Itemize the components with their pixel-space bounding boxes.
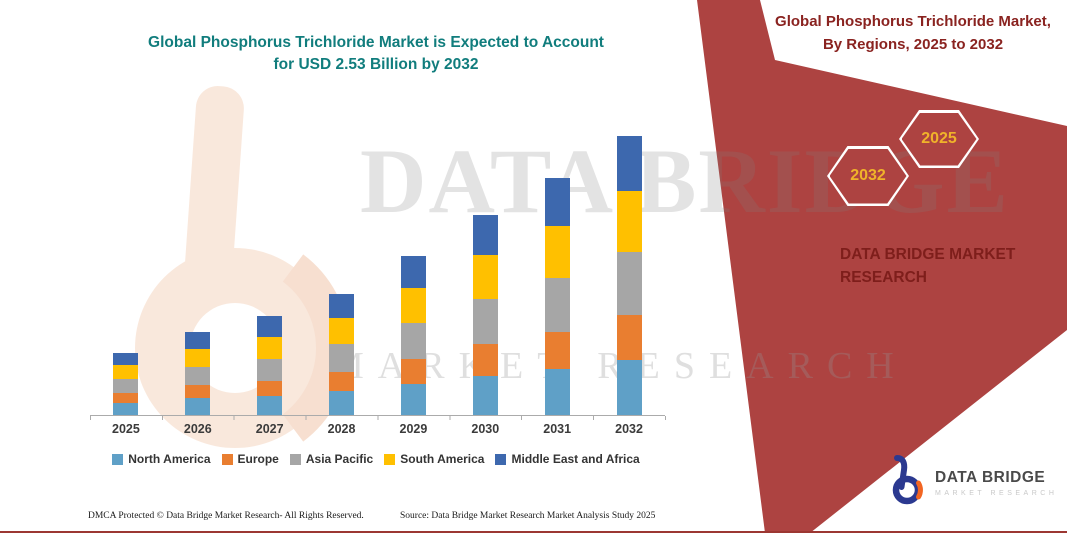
data-bridge-logo-text: DATA BRIDGE MARKET RESEARCH — [935, 469, 1057, 497]
bar-segment-2028 — [329, 318, 355, 344]
bar-segment-2026 — [185, 332, 211, 349]
x-axis-label-2030: 2030 — [471, 422, 500, 436]
bar-segment-2032 — [616, 360, 642, 415]
bar-segment-2026 — [185, 349, 211, 367]
x-axis-labels: 2025 2026 2027 2028 2029 2030 2031 2032 — [90, 422, 665, 436]
x-axis-label-2027: 2027 — [255, 422, 284, 436]
bar-segment-2027 — [257, 337, 283, 359]
legend-label: Middle East and Africa — [511, 452, 640, 466]
bar-segment-2032 — [616, 136, 642, 191]
source-note: Source: Data Bridge Market Research Mark… — [400, 511, 656, 521]
hexagon-badge-2032-label: 2032 — [829, 148, 907, 204]
bar-2027 — [257, 316, 283, 415]
legend-item: South America — [384, 452, 484, 466]
bar-segment-2030 — [472, 299, 498, 344]
x-axis-label-2028: 2028 — [327, 422, 356, 436]
x-axis-label-2025: 2025 — [112, 422, 140, 436]
bar-segment-2030 — [472, 255, 498, 299]
bar-segment-2031 — [544, 278, 570, 332]
legend-label: Europe — [237, 452, 279, 466]
chart-title-line2: for USD 2.53 Billion by 2032 — [273, 56, 479, 73]
bar-segment-2026 — [185, 398, 211, 415]
chart-title: Global Phosphorus Trichloride Market is … — [56, 32, 696, 76]
bar-2031 — [544, 178, 570, 415]
bar-segment-2027 — [257, 316, 283, 337]
x-axis-label-2032: 2032 — [615, 422, 643, 436]
logo-subtitle: MARKET RESEARCH — [935, 489, 1058, 497]
bar-segment-2032 — [616, 315, 642, 360]
bar-segment-2029 — [400, 359, 426, 384]
sidebar-brand-line2: RESEARCH — [840, 269, 927, 286]
bar-2032 — [616, 136, 642, 415]
bar-segment-2031 — [544, 178, 570, 226]
bar-2028 — [329, 294, 355, 415]
bar-segment-2025 — [113, 365, 139, 379]
bar-2030 — [472, 215, 498, 415]
logo-title: DATA BRIDGE — [935, 468, 1046, 486]
legend-item: Asia Pacific — [289, 452, 374, 466]
bar-2026 — [185, 332, 211, 415]
legend-swatch-icon — [384, 453, 396, 465]
bar-segment-2028 — [329, 391, 355, 415]
legend-label: Asia Pacific — [305, 452, 374, 466]
bar-segment-2025 — [113, 353, 139, 365]
sidebar-brand-line1: DATA BRIDGE MARKET — [840, 246, 1016, 263]
legend-swatch-icon — [289, 453, 301, 465]
legend-label: South America — [400, 452, 485, 466]
bar-segment-2025 — [113, 393, 139, 403]
bar-segment-2031 — [544, 332, 570, 369]
data-bridge-logo: DATA BRIDGE MARKET RESEARCH — [885, 455, 1057, 510]
bar-segment-2028 — [329, 372, 355, 391]
bar-segment-2029 — [400, 384, 426, 415]
legend-item: Europe — [221, 452, 279, 466]
chart-legend: North America Europe Asia Pacific South Ame… — [56, 452, 696, 466]
bar-segment-2029 — [400, 323, 426, 359]
bar-segment-2030 — [472, 376, 498, 415]
x-axis-ticks — [90, 416, 666, 420]
sidebar-brand-text: DATA BRIDGE MARKET RESEARCH — [840, 243, 1050, 289]
bar-2025 — [113, 353, 139, 415]
x-axis-label-2031: 2031 — [543, 422, 572, 436]
sidebar-title: Global Phosphorus Trichloride Market, By… — [775, 13, 1051, 53]
x-axis-label-2029: 2029 — [399, 422, 428, 436]
bar-segment-2028 — [329, 344, 355, 372]
bar-segment-2032 — [616, 252, 642, 315]
legend-swatch-icon — [495, 453, 507, 465]
data-bridge-b-icon — [885, 455, 927, 510]
hexagon-badge-2032: 2032 — [827, 146, 909, 206]
bar-2029 — [400, 256, 426, 415]
bottom-red-rule — [0, 531, 1067, 533]
bar-segment-2027 — [257, 381, 283, 396]
bar-segment-2027 — [257, 359, 283, 381]
legend-item: Middle East and Africa — [495, 452, 640, 466]
legend-swatch-icon — [112, 453, 124, 465]
hexagon-badge-2025-label: 2025 — [901, 112, 977, 166]
bar-segment-2028 — [329, 294, 355, 318]
bar-segment-2031 — [544, 369, 570, 415]
bar-segment-2032 — [616, 191, 642, 252]
legend-label: North America — [128, 452, 211, 466]
bar-segment-2026 — [185, 367, 211, 385]
legend-item: North America — [112, 452, 211, 466]
bar-segment-2030 — [472, 215, 498, 255]
bar-segment-2030 — [472, 344, 498, 376]
bar-segment-2025 — [113, 379, 139, 393]
stacked-bar-plot-area — [90, 130, 665, 416]
bar-segment-2029 — [400, 256, 426, 288]
bar-segment-2026 — [185, 385, 211, 398]
bar-segment-2029 — [400, 288, 426, 323]
bar-segment-2027 — [257, 396, 283, 415]
x-axis-label-2026: 2026 — [183, 422, 212, 436]
chart-title-line1: Global Phosphorus Trichloride Market is … — [148, 34, 604, 51]
legend-swatch-icon — [221, 453, 233, 465]
bar-segment-2025 — [113, 403, 139, 415]
dmca-notice: DMCA Protected © Data Bridge Market Rese… — [88, 511, 364, 521]
bar-segment-2031 — [544, 226, 570, 278]
